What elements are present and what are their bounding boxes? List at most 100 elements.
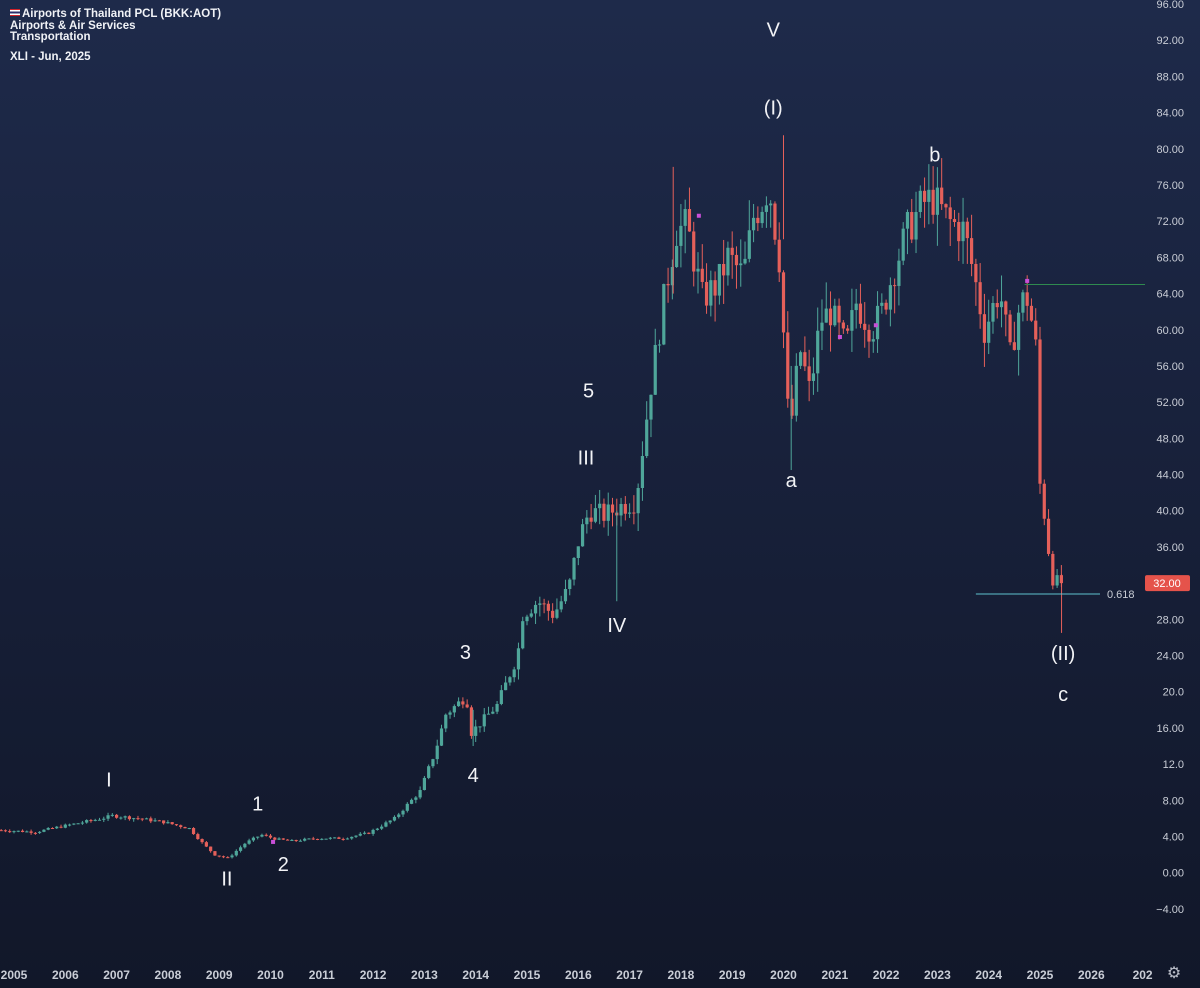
x-tick-label: 2012 — [360, 968, 387, 982]
candle-body — [867, 329, 871, 342]
markers-layer — [271, 213, 1030, 844]
y-tick-label: 8.00 — [1163, 795, 1184, 807]
candle-body — [982, 314, 987, 343]
candle-body — [935, 187, 939, 215]
wave-label: 1 — [252, 793, 263, 815]
candle-body — [328, 837, 332, 839]
x-tick-label: 2023 — [924, 968, 951, 982]
candle-body — [576, 546, 580, 558]
candle-body — [897, 260, 901, 286]
candle-body — [465, 704, 469, 708]
candle-body — [482, 714, 486, 727]
candle-body — [995, 302, 999, 308]
candle-body — [1029, 305, 1034, 321]
candle-body — [59, 826, 63, 828]
candle-body — [29, 831, 33, 833]
candle-body — [431, 759, 435, 767]
candle-body — [717, 263, 721, 296]
y-tick-label: 40.00 — [1156, 506, 1184, 518]
fib-0618-label: 0.618 — [1107, 589, 1135, 601]
candle-body — [217, 855, 221, 857]
candle-body — [380, 826, 384, 829]
industry-label: Airports & Air Services — [10, 20, 136, 32]
candle-body — [606, 504, 610, 521]
candle-body — [551, 610, 555, 618]
candle-body — [628, 512, 632, 514]
candle-body — [696, 268, 700, 272]
candle-body — [371, 829, 375, 834]
candle-body — [85, 820, 89, 823]
candle-body — [683, 209, 687, 226]
y-tick-label: 16.00 — [1156, 723, 1184, 735]
sector-label: Transportation — [10, 31, 91, 43]
candle-body — [807, 366, 811, 381]
candle-body — [495, 703, 499, 712]
candle-body — [679, 225, 683, 246]
candle-body — [538, 603, 542, 605]
candle-body — [20, 830, 25, 832]
candle-body — [931, 189, 935, 215]
candle-body — [226, 857, 230, 859]
candle-body — [974, 263, 978, 283]
x-tick-label: 2014 — [462, 968, 489, 982]
candle-body — [905, 212, 910, 229]
candle-body — [204, 842, 208, 847]
candle-body — [730, 247, 734, 255]
x-tick-label: 2017 — [616, 968, 643, 982]
candle-body — [794, 365, 798, 416]
candle-body — [640, 456, 645, 488]
y-tick-label: 80.00 — [1156, 144, 1184, 156]
candle-body — [384, 822, 388, 827]
wave-label: a — [786, 470, 798, 492]
candle-body — [405, 803, 409, 811]
last-price-badge: 32.00 — [1145, 575, 1190, 592]
candle-body — [841, 322, 845, 329]
candle-body — [166, 822, 170, 824]
x-tick-label: 2007 — [103, 968, 130, 982]
candle-body — [362, 832, 367, 834]
price-axis[interactable]: 96.00 92.00 88.00 84.00 80.00 76.00 72.00 68.00… — [1156, 0, 1184, 916]
candle-body — [957, 221, 961, 242]
author-date-label: XLI - Jun, 2025 — [10, 51, 91, 63]
time-axis[interactable]: 2005 2006 2007 2008 2009 2010 2011 2012 2013 2014… — [1, 968, 1153, 982]
candle-body — [657, 344, 662, 346]
candle-body — [345, 838, 350, 840]
candle-body — [751, 217, 756, 231]
wave-label: 3 — [460, 642, 471, 664]
thailand-flag-icon — [10, 9, 20, 16]
candle-body — [409, 799, 414, 804]
signal-marker — [873, 323, 878, 328]
wave-label: c — [1058, 684, 1068, 706]
x-tick-label: 2009 — [206, 968, 233, 982]
chart-settings-gear-icon[interactable]: ⚙ — [1166, 965, 1182, 982]
candle-body — [875, 305, 880, 340]
candle-body — [367, 832, 371, 834]
candle-body — [1008, 314, 1012, 343]
y-tick-label: 36.00 — [1156, 542, 1184, 554]
y-tick-label: 60.00 — [1156, 325, 1184, 337]
candle-body — [97, 819, 102, 821]
candle-body — [824, 308, 828, 323]
y-tick-label: 24.00 — [1156, 651, 1184, 663]
candle-body — [602, 503, 606, 521]
candle-body — [555, 609, 559, 618]
y-tick-label: 56.00 — [1156, 361, 1184, 373]
candle-body — [786, 332, 790, 399]
candle-body — [63, 824, 67, 828]
candle-body — [803, 352, 807, 367]
candle-body — [298, 840, 303, 842]
candle-body — [704, 281, 709, 306]
candle-body — [816, 330, 820, 374]
candle-body — [645, 419, 649, 457]
signal-marker — [696, 213, 701, 218]
candle-body — [884, 302, 888, 310]
y-tick-label: 92.00 — [1156, 35, 1184, 47]
candle-body — [209, 846, 213, 852]
candle-body — [756, 217, 760, 224]
candle-body — [486, 713, 491, 715]
candle-body — [153, 820, 157, 822]
candle-body — [221, 856, 226, 858]
candle-body — [504, 682, 508, 691]
candle-body — [358, 833, 362, 836]
